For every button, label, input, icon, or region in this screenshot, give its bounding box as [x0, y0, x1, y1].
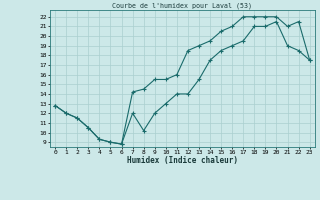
Title: Courbe de l'humidex pour Laval (53): Courbe de l'humidex pour Laval (53) [112, 3, 252, 9]
X-axis label: Humidex (Indice chaleur): Humidex (Indice chaleur) [127, 156, 238, 165]
